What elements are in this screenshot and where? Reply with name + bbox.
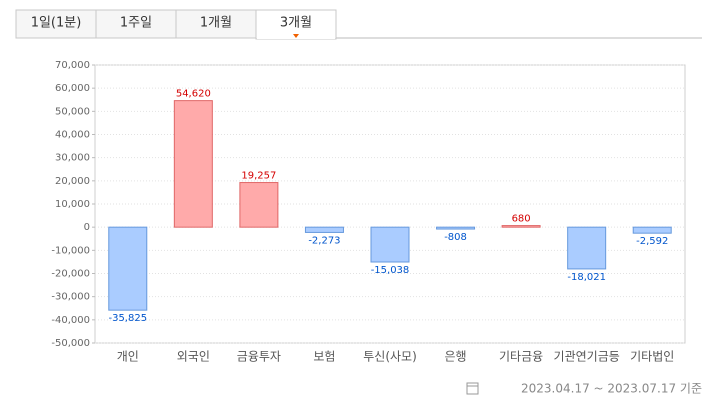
- bar: [108, 226, 148, 311]
- bar: [632, 226, 672, 234]
- x-tick-label: 보험: [313, 350, 335, 364]
- tab[interactable]: [175, 9, 257, 39]
- y-tick-label: -50,000: [51, 338, 90, 349]
- value-label: 680: [512, 214, 531, 225]
- y-tick-label: -30,000: [51, 292, 90, 303]
- x-tick-label: 외국인: [177, 350, 210, 364]
- bar: [304, 226, 344, 233]
- x-tick-label: 기관연기금등: [554, 350, 620, 364]
- y-tick-label: 40,000: [55, 130, 90, 141]
- x-tick-label: 은행: [445, 349, 467, 364]
- bar: [436, 226, 476, 230]
- y-tick-label: 30,000: [55, 153, 90, 164]
- y-tick-label: 10,000: [55, 199, 90, 210]
- value-label: -2,273: [308, 235, 340, 246]
- tab-label[interactable]: 3개월: [280, 16, 312, 31]
- y-tick-label: 20,000: [55, 176, 90, 187]
- tab-label[interactable]: 1개월: [200, 16, 232, 31]
- y-tick-label: 70,000: [55, 60, 90, 71]
- y-tick-label: 60,000: [55, 83, 90, 94]
- value-label: -35,825: [108, 313, 147, 324]
- bar: [567, 226, 607, 270]
- tab[interactable]: [15, 9, 97, 39]
- tab-label[interactable]: 1일(1분): [31, 16, 82, 31]
- x-tick-label: 투신(사모): [363, 350, 417, 364]
- bar: [501, 225, 541, 228]
- date-range: 2023.04.17 ~ 2023.07.17 기준: [521, 382, 702, 396]
- value-label: -15,038: [371, 265, 410, 276]
- bar: [239, 182, 279, 228]
- value-label: 19,257: [241, 171, 276, 182]
- x-tick-label: 금융투자: [237, 350, 281, 364]
- y-tick-label: -10,000: [51, 245, 90, 256]
- x-tick-label: 기타금융: [499, 350, 543, 364]
- tab-label[interactable]: 1주일: [120, 16, 152, 31]
- value-label: -2,592: [636, 236, 668, 247]
- tab[interactable]: [95, 9, 177, 39]
- value-label: -808: [444, 232, 467, 243]
- value-label: -18,021: [567, 272, 606, 283]
- calendar-icon: [466, 382, 479, 395]
- x-tick-label: 기타법인: [630, 350, 674, 364]
- value-label: 54,620: [176, 89, 211, 100]
- active-indicator: [293, 34, 299, 38]
- bar: [370, 226, 410, 263]
- y-tick-label: 50,000: [55, 106, 90, 117]
- bar: [173, 100, 213, 228]
- y-tick-label: -20,000: [51, 269, 90, 280]
- x-tick-label: 개인: [117, 350, 139, 364]
- y-tick-label: 0: [84, 222, 90, 233]
- y-tick-label: -40,000: [51, 315, 90, 326]
